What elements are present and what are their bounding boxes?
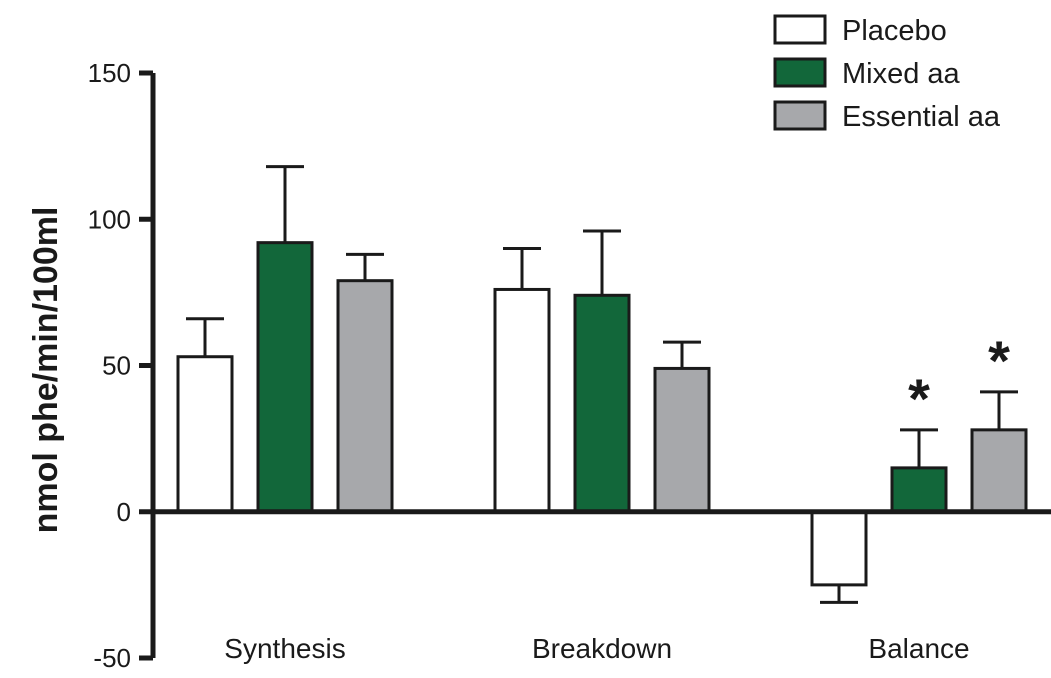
x-category-label: Breakdown xyxy=(532,633,672,664)
legend-label: Essential aa xyxy=(842,101,1001,133)
bar-placebo-synthesis xyxy=(176,355,234,514)
axes-layer: -50 0 50 100 150 Synthesis Breakdown Balance xyxy=(88,58,1051,673)
y-tick-label: 100 xyxy=(88,204,131,234)
legend-swatch xyxy=(773,57,827,88)
bar-essential-aa-balance xyxy=(970,428,1028,514)
y-tick-label: 150 xyxy=(88,58,131,88)
bar-mixed-aa-balance xyxy=(890,466,948,514)
bar-essential-aa-breakdown xyxy=(653,366,711,514)
legend-swatch xyxy=(773,14,827,45)
x-category-label: Synthesis xyxy=(224,633,345,664)
legend: Placebo Mixed aa Essential aa xyxy=(773,14,1001,133)
significance-marker: * xyxy=(988,329,1010,392)
bar-placebo-breakdown xyxy=(493,287,551,514)
bar-essential-aa-synthesis xyxy=(336,279,394,514)
y-tick-label: 50 xyxy=(102,351,131,381)
legend-label: Mixed aa xyxy=(842,58,961,90)
bar-mixed-aa-synthesis xyxy=(256,241,314,514)
bar-placebo-balance xyxy=(810,510,868,587)
bar-mixed-aa-breakdown xyxy=(573,293,631,514)
y-axis-label: nmol phe/min/100ml xyxy=(27,207,65,534)
legend-label: Placebo xyxy=(842,15,947,47)
bars-layer: ** xyxy=(176,165,1028,604)
x-category-label: Balance xyxy=(868,633,969,664)
significance-marker: * xyxy=(908,367,930,430)
legend-swatch xyxy=(773,100,827,131)
y-tick-label: 0 xyxy=(117,497,131,527)
y-tick-label: -50 xyxy=(93,643,131,673)
